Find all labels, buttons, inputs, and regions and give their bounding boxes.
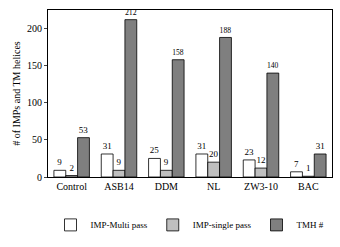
svg-text:200: 200 xyxy=(27,23,42,34)
svg-text:9: 9 xyxy=(164,157,169,167)
svg-text:50: 50 xyxy=(32,134,42,145)
svg-text:IMP-Multi pass: IMP-Multi pass xyxy=(91,220,148,230)
svg-text:1: 1 xyxy=(306,163,311,173)
svg-text:2: 2 xyxy=(69,163,74,173)
svg-text:150: 150 xyxy=(27,60,42,71)
svg-text:100: 100 xyxy=(27,97,42,108)
svg-text:158: 158 xyxy=(172,48,184,57)
svg-text:31: 31 xyxy=(103,141,112,151)
svg-text:7: 7 xyxy=(294,159,299,169)
svg-text:9: 9 xyxy=(57,157,62,167)
svg-text:20: 20 xyxy=(209,149,219,159)
svg-text:9: 9 xyxy=(117,157,122,167)
svg-text:NL: NL xyxy=(207,181,220,192)
svg-text:23: 23 xyxy=(244,147,254,157)
svg-text:ASB14: ASB14 xyxy=(104,181,133,192)
svg-text:BAC: BAC xyxy=(298,181,319,192)
svg-text:212: 212 xyxy=(125,8,137,17)
svg-text:25: 25 xyxy=(150,145,160,155)
svg-text:0: 0 xyxy=(37,172,42,183)
svg-text:ZW3-10: ZW3-10 xyxy=(244,181,278,192)
svg-text:Control: Control xyxy=(56,181,87,192)
svg-text:31: 31 xyxy=(316,141,325,151)
svg-text:DDM: DDM xyxy=(155,181,178,192)
svg-text:31: 31 xyxy=(197,141,206,151)
svg-text:188: 188 xyxy=(220,26,232,35)
svg-text:TMH #: TMH # xyxy=(297,220,324,230)
svg-text:# of IMPs and TM helices: # of IMPs and TM helices xyxy=(11,41,22,146)
svg-text:140: 140 xyxy=(267,61,279,70)
svg-text:12: 12 xyxy=(257,155,266,165)
svg-text:53: 53 xyxy=(79,125,89,135)
svg-text:IMP-single pass: IMP-single pass xyxy=(193,220,252,230)
